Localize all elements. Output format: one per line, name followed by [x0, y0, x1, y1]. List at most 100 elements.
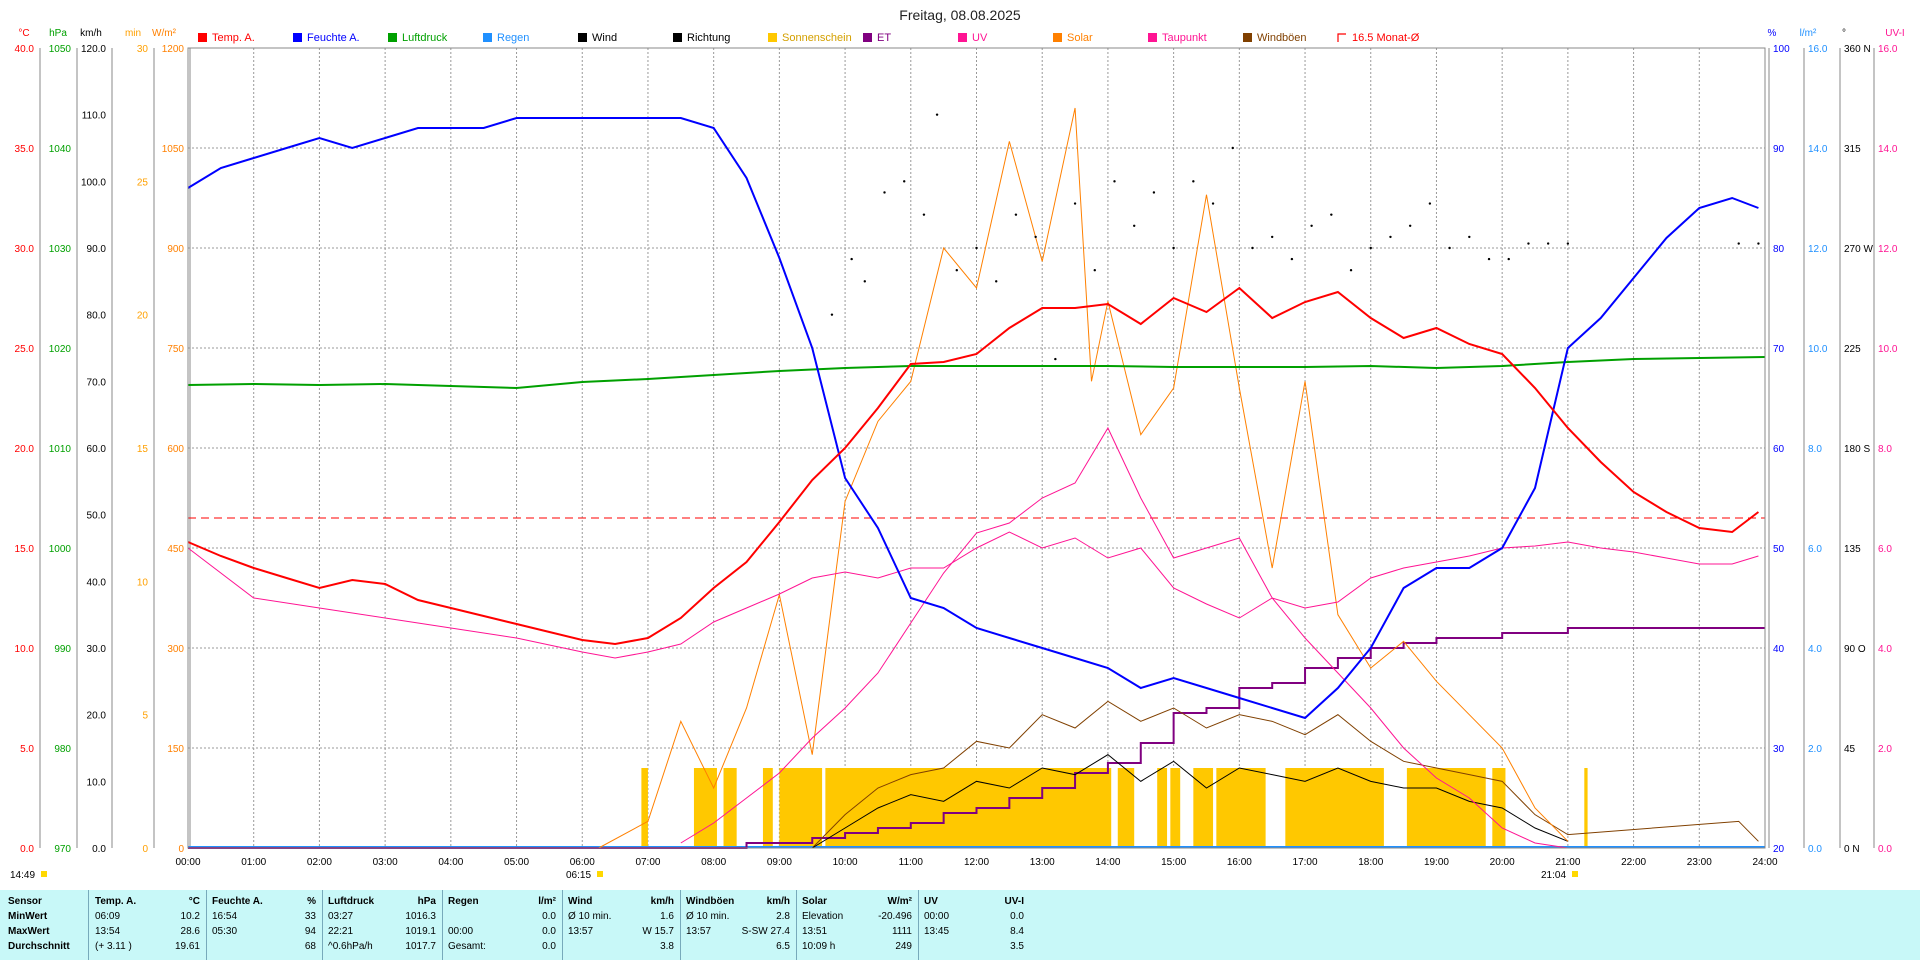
x-tick-label: 14:00 [1095, 857, 1120, 868]
cell: 1017.7 [405, 941, 436, 952]
axis-tick-label: 20.0 [87, 711, 107, 722]
axis-tick-label: 1000 [49, 544, 72, 555]
sunshine-block [1216, 768, 1266, 848]
direction-point [1408, 224, 1412, 227]
legend-label: Solar [1067, 32, 1093, 44]
axis-tick-label: 0.0 [1878, 844, 1892, 855]
series-feuchte-a [187, 117, 1759, 720]
cell: 05:30 [212, 926, 238, 937]
cell: 94 [304, 926, 316, 937]
x-tick-label: 06:00 [570, 857, 595, 868]
axis-tick-label: 4.0 [1878, 644, 1892, 655]
table-header-unit: km/h [766, 896, 790, 907]
axis-tick-label: 0 [178, 844, 184, 855]
x-tick-label: 02:00 [307, 857, 332, 868]
row-label-min: MinWert [8, 911, 48, 922]
table-header: Luftdruck [328, 896, 375, 907]
axis-tick-label: 1030 [49, 244, 72, 255]
cell: 16:54 [212, 911, 238, 922]
table-divider [680, 890, 681, 960]
cell: 0.0 [542, 911, 556, 922]
axis-tick-label: 10.0 [87, 777, 107, 788]
cell: 00:00 [448, 926, 474, 937]
axis-tick-label: 35.0 [15, 144, 35, 155]
series-solar [598, 107, 1569, 849]
direction-point [1566, 242, 1570, 245]
axis-tick-label: 6.0 [1878, 544, 1892, 555]
cell: 3.5 [1010, 941, 1024, 952]
table-divider [206, 890, 207, 960]
axis-tick-label: 50 [1773, 544, 1785, 555]
cell: 13:51 [802, 926, 828, 937]
cell: 19.61 [174, 941, 200, 952]
direction-point [995, 280, 998, 283]
x-tick-label: 07:00 [635, 857, 660, 868]
left-axes: 40.035.030.025.020.015.010.05.00.0105010… [15, 44, 191, 855]
axis-tick-label: 5.0 [20, 744, 34, 755]
axis-tick-label: 30.0 [15, 244, 35, 255]
direction-point [1507, 257, 1510, 261]
axis-tick-label: 90 [1773, 144, 1785, 155]
sunset-marker [1572, 871, 1578, 877]
sunshine-block [641, 768, 648, 848]
axis-tick-label: 270 W [1844, 244, 1873, 255]
legend-swatch [768, 33, 777, 42]
table-divider [918, 890, 919, 960]
chart-title: Freitag, 08.08.2025 [899, 7, 1021, 23]
x-tick-label: 08:00 [701, 857, 726, 868]
x-tick-label: 24:00 [1752, 857, 1777, 868]
axis-tick-label: 80.0 [87, 311, 107, 322]
axis-tick-label: 1050 [49, 44, 72, 55]
sunshine-block [1285, 768, 1384, 848]
series-luftdruck [187, 356, 1766, 390]
axis-tick-label: 990 [54, 644, 71, 655]
axis-tick-label: 70 [1773, 344, 1785, 355]
axis-tick-label: 970 [54, 844, 71, 855]
legend-label: Feuchte A. [307, 32, 360, 44]
current-time-marker [41, 871, 47, 877]
cell: W 15.7 [642, 926, 674, 937]
axis-tick-label: 16.0 [1808, 44, 1828, 55]
legend-label: UV [972, 32, 988, 44]
table-uv-col: UV UV-I 00:00 0.0 13:45 8.4 3.5 [924, 894, 1024, 958]
axis-tick-label: 6.0 [1808, 544, 1822, 555]
axis-unit-label: min [125, 28, 141, 39]
axis-tick-label: 90.0 [87, 244, 107, 255]
cell: 0.0 [1010, 911, 1024, 922]
direction-point [1054, 357, 1057, 361]
stats-table: Sensor MinWert MaxWert Durchschnitt Temp… [0, 890, 1920, 960]
legend-label: Windböen [1257, 32, 1307, 44]
table-divider [796, 890, 797, 960]
table-header-unit: km/h [650, 896, 674, 907]
axis-tick-label: 150 [167, 744, 184, 755]
table-header: UV [924, 896, 938, 907]
x-tick-label: 21:00 [1555, 857, 1580, 868]
x-tick-label: 23:00 [1687, 857, 1712, 868]
cell: 28.6 [180, 926, 200, 937]
axis-tick-label: 30 [1773, 744, 1785, 755]
legend-label: Wind [592, 32, 617, 44]
axis-tick-label: 20 [137, 311, 149, 322]
direction-point [1310, 224, 1313, 227]
x-tick-label: 10:00 [833, 857, 858, 868]
table-rain-col: Regen l/m² 0.0 00:00 0.0 Gesamt: 0.0 [448, 894, 556, 958]
axis-unit-label: % [1768, 28, 1777, 39]
direction-point [903, 180, 906, 183]
series-et [188, 627, 1765, 849]
cell: 1019.1 [405, 926, 436, 937]
axis-tick-label: 14.0 [1878, 144, 1898, 155]
axis-tick-label: 60 [1773, 444, 1785, 455]
cell: 13:54 [95, 926, 121, 937]
table-temp-col: Temp. A. °C 06:09 10.2 13:54 28.6 (+ 3.11 )… [95, 894, 200, 958]
series-taupunkt [187, 531, 1759, 659]
direction-point [1113, 180, 1116, 183]
legend-swatch [578, 33, 587, 42]
x-tick-label: 18:00 [1358, 857, 1383, 868]
axis-tick-label: 0.0 [20, 844, 34, 855]
sunshine-block [1193, 768, 1214, 848]
legend-swatch [388, 33, 397, 42]
grid [188, 48, 1765, 848]
direction-point [1290, 257, 1294, 261]
x-tick-label: 03:00 [373, 857, 398, 868]
direction-point [935, 113, 939, 116]
